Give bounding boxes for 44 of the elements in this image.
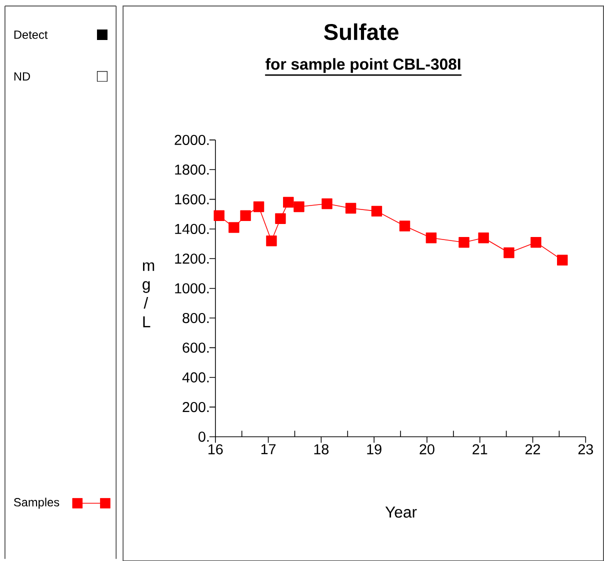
point bbox=[557, 254, 568, 266]
legend-label: Samples bbox=[14, 498, 60, 509]
point bbox=[478, 232, 489, 244]
point bbox=[426, 232, 437, 244]
point bbox=[530, 236, 542, 248]
x-tick-label: 18 bbox=[314, 444, 329, 454]
point bbox=[371, 206, 382, 216]
point bbox=[345, 202, 356, 214]
point bbox=[322, 198, 332, 209]
x-tick-label: 20 bbox=[420, 444, 434, 454]
chart-subtitle: for sample point CBL-308I bbox=[266, 58, 460, 73]
y-tick-label: 0. bbox=[198, 432, 209, 442]
x-tick-label: 23 bbox=[578, 444, 593, 454]
point bbox=[214, 210, 224, 221]
y-tick-label: 2000. bbox=[174, 134, 209, 145]
point bbox=[240, 210, 251, 221]
x-tick-label: 17 bbox=[261, 444, 276, 454]
point bbox=[283, 196, 294, 208]
x-tick-label: 19 bbox=[367, 444, 382, 454]
y-tick-label: 1400. bbox=[175, 224, 209, 234]
x-axis-title: Year bbox=[385, 506, 417, 518]
x-tick-label: 22 bbox=[526, 444, 540, 454]
point bbox=[266, 235, 277, 246]
point bbox=[294, 201, 304, 212]
y-tick-label: 600. bbox=[182, 342, 209, 353]
y-tick-label: 1200. bbox=[175, 253, 209, 264]
point bbox=[275, 213, 286, 224]
text: ND bbox=[14, 72, 30, 80]
y-tick-label: 800. bbox=[182, 312, 209, 323]
point bbox=[399, 220, 410, 232]
y-tick-label: 1600. bbox=[175, 194, 209, 204]
x-tick-label: 16 bbox=[208, 444, 223, 454]
point bbox=[504, 247, 514, 258]
text: Detect bbox=[14, 30, 48, 39]
x-tick-label: 21 bbox=[472, 444, 488, 454]
point bbox=[458, 236, 470, 248]
point bbox=[253, 201, 264, 212]
y-tick-label: 400. bbox=[182, 372, 209, 382]
y-axis-title: m g / L bbox=[142, 262, 154, 328]
y-tick-label: 200. bbox=[182, 402, 209, 412]
point bbox=[228, 222, 240, 233]
chart-title: Sulfate bbox=[324, 23, 398, 40]
y-tick-label: 1000. bbox=[175, 283, 209, 294]
y-tick-label: 1800. bbox=[175, 164, 209, 175]
